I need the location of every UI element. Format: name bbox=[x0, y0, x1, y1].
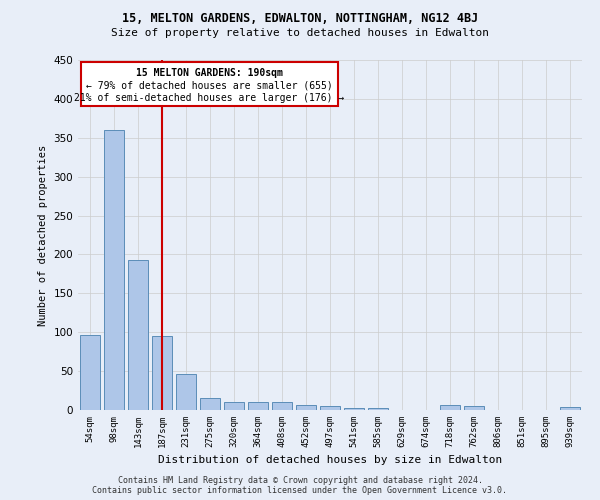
Text: Contains public sector information licensed under the Open Government Licence v3: Contains public sector information licen… bbox=[92, 486, 508, 495]
Bar bbox=[80, 334, 100, 410]
Text: Size of property relative to detached houses in Edwalton: Size of property relative to detached ho… bbox=[111, 28, 489, 38]
Bar bbox=[104, 130, 124, 410]
Bar bbox=[344, 408, 364, 410]
Bar bbox=[464, 406, 484, 410]
Text: 15, MELTON GARDENS, EDWALTON, NOTTINGHAM, NG12 4BJ: 15, MELTON GARDENS, EDWALTON, NOTTINGHAM… bbox=[122, 12, 478, 26]
Bar bbox=[368, 408, 388, 410]
Bar bbox=[176, 374, 196, 410]
Text: ← 79% of detached houses are smaller (655): ← 79% of detached houses are smaller (65… bbox=[86, 80, 332, 90]
Bar bbox=[248, 402, 268, 410]
Bar bbox=[152, 336, 172, 410]
Text: 21% of semi-detached houses are larger (176) →: 21% of semi-detached houses are larger (… bbox=[74, 93, 344, 103]
Bar bbox=[224, 402, 244, 410]
Text: Contains HM Land Registry data © Crown copyright and database right 2024.: Contains HM Land Registry data © Crown c… bbox=[118, 476, 482, 485]
Bar bbox=[296, 406, 316, 410]
Bar bbox=[560, 407, 580, 410]
Bar bbox=[440, 406, 460, 410]
Bar bbox=[320, 406, 340, 410]
Bar bbox=[200, 398, 220, 410]
Bar bbox=[272, 402, 292, 410]
Y-axis label: Number of detached properties: Number of detached properties bbox=[38, 144, 48, 326]
X-axis label: Distribution of detached houses by size in Edwalton: Distribution of detached houses by size … bbox=[158, 456, 502, 466]
Text: 15 MELTON GARDENS: 190sqm: 15 MELTON GARDENS: 190sqm bbox=[136, 68, 283, 78]
Bar bbox=[128, 260, 148, 410]
FancyBboxPatch shape bbox=[80, 62, 338, 106]
